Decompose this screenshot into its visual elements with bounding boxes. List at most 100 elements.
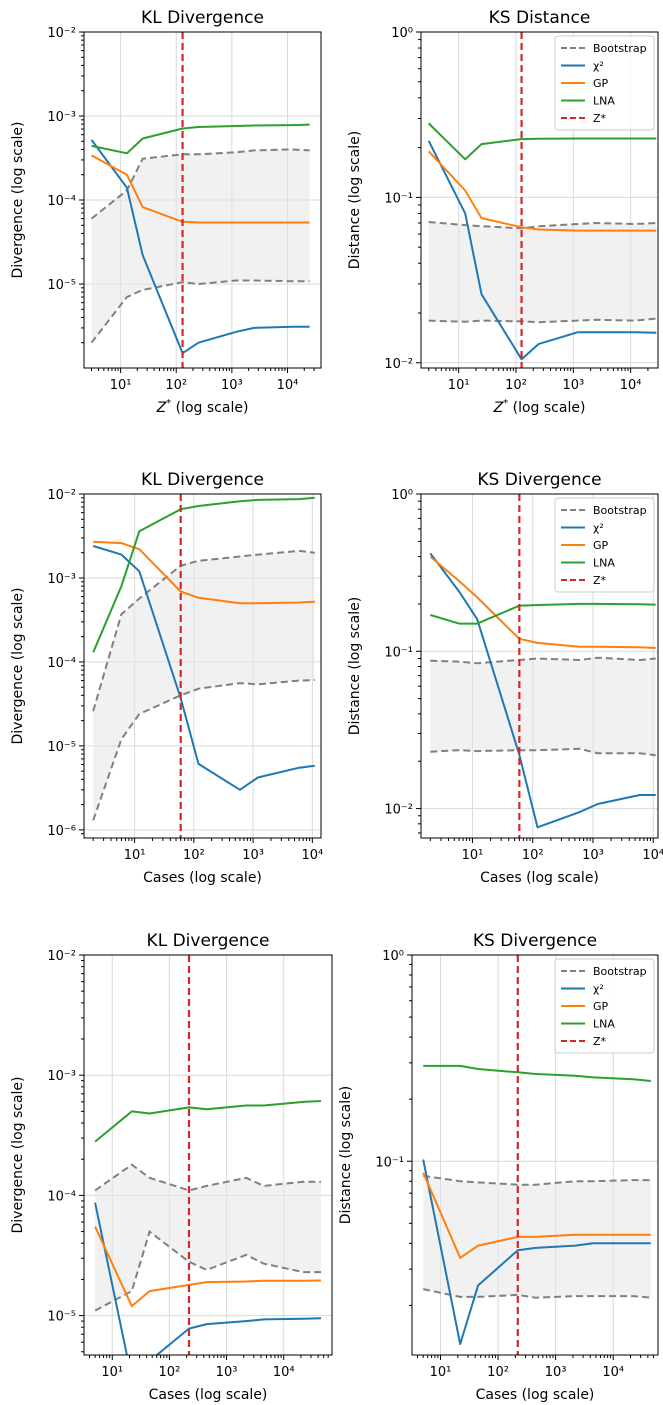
legend-label: Z* bbox=[593, 574, 607, 587]
y-tick-label: 10⁻⁴ bbox=[47, 1189, 76, 1204]
axes-frame bbox=[420, 493, 659, 839]
x-tick-label: 10² bbox=[183, 848, 205, 863]
y-axis-label: Distance (log scale) bbox=[347, 597, 363, 735]
y-tick-label: 10⁻² bbox=[47, 949, 76, 964]
x-tick-label: 10¹ bbox=[448, 378, 470, 393]
y-axis-label: Divergence (log scale) bbox=[10, 1076, 26, 1233]
bootstrap-band bbox=[430, 657, 656, 756]
series-line-lna bbox=[94, 1100, 322, 1143]
y-tick-label: 10⁻³ bbox=[47, 572, 76, 587]
series-line-chi2 bbox=[422, 1159, 651, 1345]
series-line-chi2 bbox=[429, 552, 656, 829]
x-tick-label: 10² bbox=[522, 848, 544, 863]
x-axis-label: Z* (log scale) bbox=[493, 398, 586, 416]
y-tick-label: 10⁻² bbox=[47, 488, 76, 503]
legend-label: χ² bbox=[593, 60, 604, 73]
bootstrap-band bbox=[428, 222, 657, 323]
legend-label: LNA bbox=[593, 557, 615, 570]
y-tick-label: 10⁻⁶ bbox=[47, 824, 76, 839]
bootstrap-high-line bbox=[430, 656, 656, 665]
bootstrap-low-line bbox=[422, 1288, 651, 1299]
axes-frame bbox=[411, 954, 659, 1356]
series-line-lna bbox=[427, 122, 657, 161]
bootstrap-band bbox=[95, 1164, 321, 1311]
y-tick-label: 10⁻³ bbox=[47, 110, 76, 125]
y-tick-label: 10⁻⁴ bbox=[47, 656, 76, 671]
chart-title: KS Divergence bbox=[477, 470, 601, 490]
y-tick-label: 10⁻¹ bbox=[375, 1155, 404, 1170]
y-tick-label: 10⁻² bbox=[384, 357, 413, 372]
y-tick-label: 10⁻³ bbox=[47, 1069, 76, 1084]
legend-label: GP bbox=[593, 1000, 609, 1013]
series-line-chi2 bbox=[90, 139, 310, 355]
chart-panel-5: 10¹ 10² 10³ 10⁴ 10⁻⁵ 10⁻⁴ 10⁻³ 10⁻² KL Divergenc… bbox=[10, 931, 333, 1403]
y-tick-label: 10⁻⁴ bbox=[47, 194, 76, 209]
x-tick-label: 10⁴ bbox=[642, 848, 663, 863]
x-axis-label: Cases (log scale) bbox=[480, 870, 599, 886]
y-axis-label: Divergence (log scale) bbox=[10, 587, 26, 744]
x-tick-label: 10³ bbox=[582, 848, 604, 863]
chart-panel-3: 10¹ 10² 10³ 10⁴ 10⁻⁶ 10⁻⁵ 10⁻⁴ 10⁻³ 10⁻² KL Diver… bbox=[10, 470, 323, 886]
x-tick-label: 10² bbox=[505, 378, 527, 393]
x-tick-label: 10² bbox=[487, 1365, 509, 1380]
series-line-gp bbox=[93, 540, 315, 605]
legend-label: Bootstrap bbox=[593, 965, 647, 978]
y-axis-label: Divergence (log scale) bbox=[10, 121, 26, 278]
x-tick-label: 10³ bbox=[562, 378, 584, 393]
y-tick-label: 10⁰ bbox=[391, 488, 413, 503]
series-line-lna bbox=[91, 123, 310, 155]
chart-panel-2: 10¹ 10² 10³ 10⁴ 10⁻² 10⁻¹ 10⁰ KS Distance Z* (lo… bbox=[347, 8, 659, 416]
x-tick-label: 10⁴ bbox=[620, 378, 642, 393]
y-axis-label: Distance (log scale) bbox=[338, 1086, 354, 1224]
legend-label: χ² bbox=[593, 522, 604, 535]
legend-label: Bootstrap bbox=[593, 42, 647, 55]
x-axis-label: Cases (log scale) bbox=[476, 1387, 595, 1403]
x-axis-label: Z* (log scale) bbox=[156, 398, 249, 416]
x-tick-label: 10¹ bbox=[101, 1365, 123, 1380]
y-tick-label: 10⁰ bbox=[382, 949, 404, 964]
y-tick-label: 10⁻² bbox=[384, 803, 413, 818]
series-line-gp bbox=[94, 1226, 322, 1308]
series-line-lna bbox=[92, 496, 315, 653]
chart-panel-1: 10¹ 10² 10³ 10⁴ 10⁻⁵ 10⁻⁴ 10⁻³ 10⁻² KL Divergenc… bbox=[10, 8, 322, 416]
axes-frame bbox=[83, 954, 333, 1356]
chart-panel-4: 10¹ 10² 10³ 10⁴ 10⁻² 10⁻¹ 10⁰ KS Divergence Case… bbox=[347, 470, 663, 886]
x-tick-label: 10¹ bbox=[430, 1365, 452, 1380]
chart-panel-6: 10¹ 10² 10³ 10⁴ 10⁻¹ 10⁰ KS Divergence Cases (l… bbox=[338, 931, 659, 1403]
series-line-chi2 bbox=[94, 1202, 322, 1355]
y-tick-label: 10⁻⁵ bbox=[47, 740, 76, 755]
x-tick-label: 10² bbox=[165, 378, 187, 393]
series-line-gp bbox=[422, 1172, 651, 1259]
bootstrap-high-line bbox=[94, 1163, 321, 1192]
x-axis-label: Cases (log scale) bbox=[143, 870, 262, 886]
legend-label: Z* bbox=[593, 112, 607, 125]
y-axis-label: Distance (log scale) bbox=[347, 131, 363, 269]
x-tick-label: 10¹ bbox=[462, 848, 484, 863]
y-tick-label: 10⁻⁵ bbox=[47, 278, 76, 293]
y-tick-label: 10⁻¹ bbox=[384, 191, 413, 206]
x-tick-label: 10⁴ bbox=[277, 378, 299, 393]
series-line-gp bbox=[429, 555, 656, 649]
x-tick-label: 10¹ bbox=[124, 848, 146, 863]
bootstrap-low-line bbox=[92, 679, 315, 821]
bootstrap-high-line bbox=[423, 1174, 651, 1186]
series-line-chi2 bbox=[92, 545, 315, 791]
x-tick-label: 10³ bbox=[216, 1365, 238, 1380]
legend-box bbox=[554, 35, 655, 131]
chart-title: KL Divergence bbox=[141, 8, 264, 28]
legend-label: LNA bbox=[593, 1018, 615, 1031]
y-tick-label: 10⁰ bbox=[391, 26, 413, 41]
bootstrap-low-line bbox=[428, 317, 657, 324]
legend-box bbox=[554, 958, 655, 1054]
bootstrap-high-line bbox=[90, 148, 310, 220]
x-tick-label: 10⁴ bbox=[602, 1365, 624, 1380]
x-tick-label: 10³ bbox=[242, 848, 264, 863]
legend-label: Bootstrap bbox=[593, 504, 647, 517]
legend-label: GP bbox=[593, 77, 609, 90]
x-tick-label: 10² bbox=[159, 1365, 181, 1380]
legend-label: Z* bbox=[593, 1035, 607, 1048]
x-tick-label: 10³ bbox=[221, 378, 243, 393]
bootstrap-low-line bbox=[90, 279, 310, 344]
series-line-lna bbox=[423, 1064, 651, 1082]
